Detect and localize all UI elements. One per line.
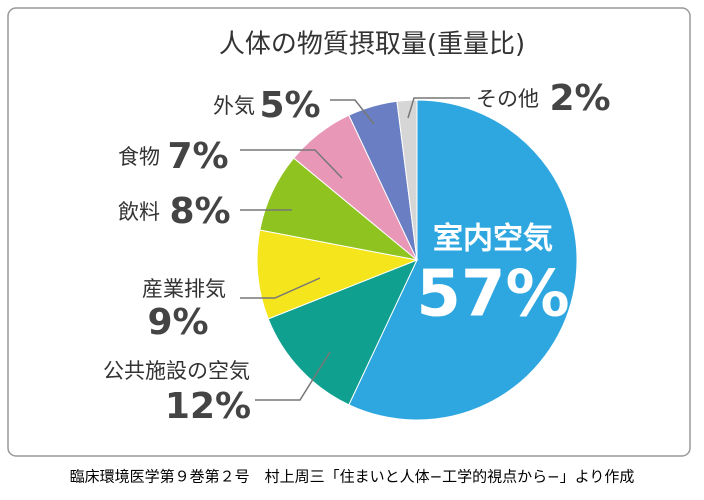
value-label: 57% <box>416 258 569 332</box>
leader-line <box>240 277 321 299</box>
chart-title: 人体の物質摂取量(重量比) <box>219 30 525 60</box>
leader-line <box>330 99 375 125</box>
category-label: 外気 <box>213 94 255 118</box>
pie-slice <box>267 259 418 406</box>
value-label: 5% <box>259 85 320 126</box>
category-label: 食物 <box>118 145 160 169</box>
leader-line <box>240 149 343 179</box>
value-label: 7% <box>167 136 228 177</box>
category-label: 産業排気 <box>142 277 226 301</box>
leader-line <box>407 97 470 119</box>
category-label: 室内空気 <box>433 222 553 257</box>
value-label: 8% <box>169 191 230 232</box>
pie-slice <box>348 99 578 421</box>
category-label: 飲料 <box>118 200 160 224</box>
category-label: 公共施設の空気 <box>103 359 250 383</box>
pie-slice <box>396 99 418 261</box>
source-note: 臨床環境医学第９巻第２号 村上周三「住まいと人体−工学的視点から−」より作成 <box>70 468 635 486</box>
pie-slice <box>256 229 419 320</box>
category-label: その他 <box>476 87 539 111</box>
value-label: 2% <box>549 78 610 119</box>
value-label: 9% <box>147 302 208 343</box>
leader-line <box>255 351 331 401</box>
value-label: 12% <box>165 386 251 427</box>
